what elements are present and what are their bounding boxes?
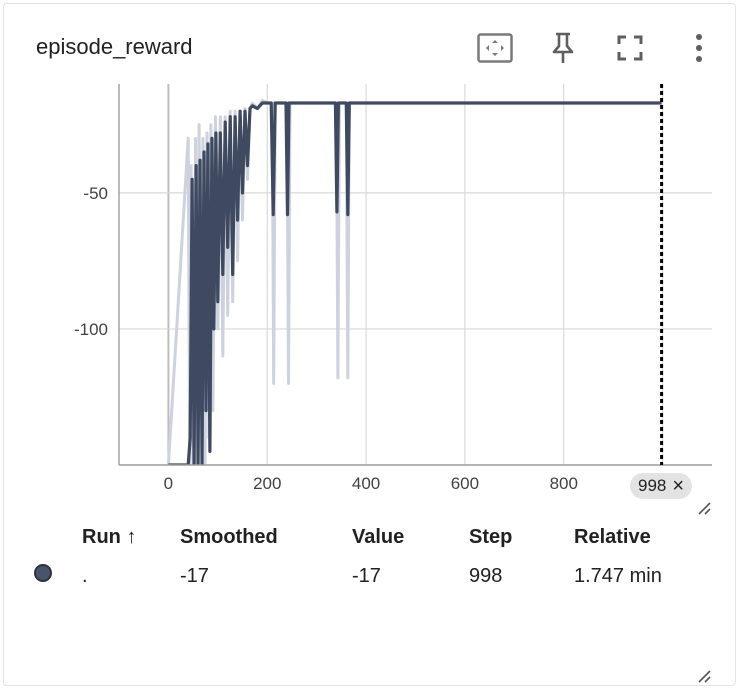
fit-domain-button[interactable] [475,30,515,66]
smoothed-series-line [168,101,662,465]
smoothed-value-cell: -17 [180,564,209,587]
fullscreen-button[interactable] [610,30,650,66]
table-row: . -17 -17 998 1.747 min [34,554,724,598]
run-color-cell [34,554,82,598]
cursor-step-label: 998 [638,476,667,495]
y-tick-label: -50 [83,184,108,203]
smoothed-column-header[interactable]: Smoothed [180,525,278,548]
value-cell: -17 [352,564,381,587]
more-vert-icon [696,34,702,62]
fullscreen-icon [617,35,643,61]
y-tick-label: -100 [74,320,108,339]
close-icon[interactable]: × [672,474,685,497]
relative-column-header[interactable]: Relative [574,525,651,548]
relative-time-cell: 1.747 min [574,564,662,587]
more-options-button[interactable] [679,30,719,66]
card-title: episode_reward [36,34,193,59]
y-tick-label: -150 [74,456,108,475]
run-column-header[interactable]: Run ↑ [82,520,180,554]
x-tick-label: 400 [352,474,380,493]
resize-handle-icon[interactable] [696,500,712,516]
value-column-header[interactable]: Value [352,525,405,548]
fit-domain-icon [477,33,513,63]
x-tick-label: 200 [253,474,281,493]
x-tick-label: 600 [451,474,479,493]
step-column-header[interactable]: Step [469,525,513,548]
cursor-step-tag[interactable]: 998 × [630,473,693,499]
pin-icon [552,32,574,63]
x-tick-label: 0 [164,474,173,493]
table-header-row: Run ↑ Smoothed Value Step Relative [34,520,724,554]
chart-area: 0 200 400 600 800 -50 -100 -150 [0,0,740,510]
step-cell: 998 [469,564,503,587]
color-column-header [34,520,82,554]
line-chart[interactable]: 0 200 400 600 800 -50 -100 -150 [0,0,740,510]
runs-table: Run ↑ Smoothed Value Step Relative . -17… [34,520,724,598]
run-name-cell: . [82,564,88,587]
run-header-label: Run [82,525,121,548]
scalar-card: episode_reward [3,3,736,686]
pin-button[interactable] [543,30,583,66]
resize-handle-icon[interactable] [696,668,712,684]
x-tick-label: 800 [550,474,578,493]
sort-arrow-icon: ↑ [126,525,137,548]
run-color-dot[interactable] [34,564,52,582]
